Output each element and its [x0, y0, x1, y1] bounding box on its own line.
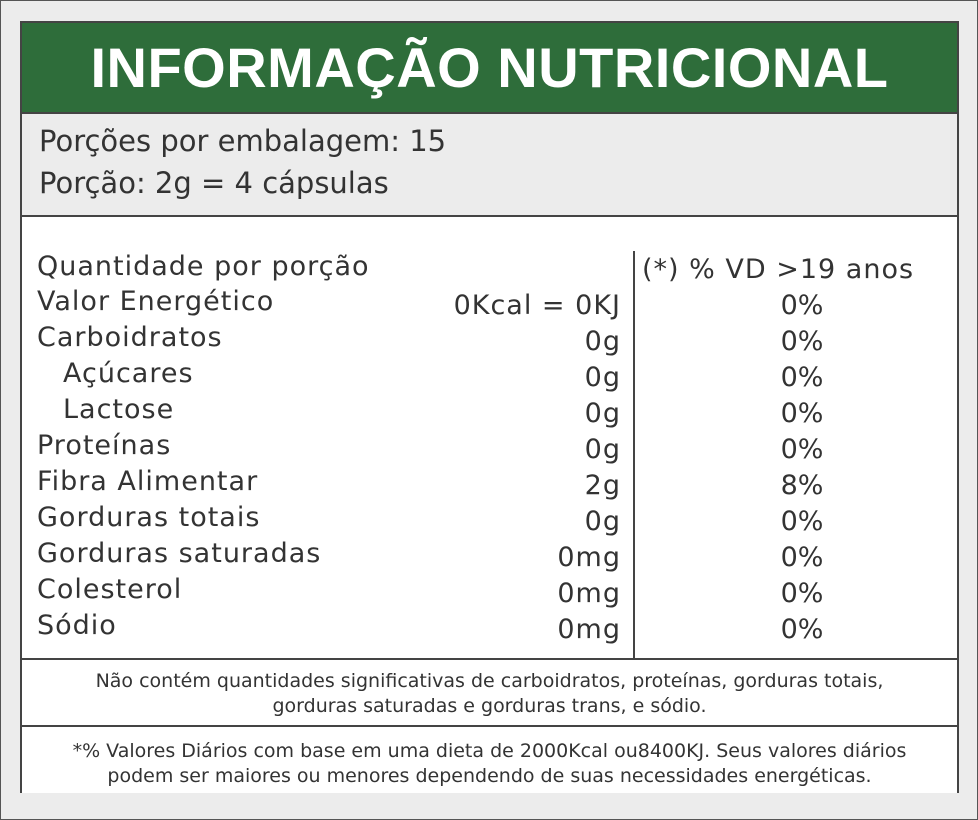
table-row: Gorduras totais 0g 0%: [22, 502, 957, 538]
nutrient-amount: 0mg: [557, 542, 621, 573]
nutrient-daily-value: 0%: [780, 542, 824, 573]
nutrient-name: Lactose: [63, 394, 175, 425]
nutrient-name: Proteínas: [37, 430, 172, 461]
nutrient-table: Quantidade por porção (*) % VD >19 anos …: [22, 217, 957, 660]
nutrient-name: Valor Energético: [37, 286, 275, 317]
daily-values-line-2: podem ser maiores ou menores dependendo …: [107, 765, 872, 787]
label-title: INFORMAÇÃO NUTRICIONAL: [90, 36, 889, 99]
not-significant-line-1: Não contém quantidades significativas de…: [95, 670, 884, 692]
nutrient-amount: 0g: [584, 506, 621, 537]
nutrient-amount: 0g: [584, 362, 621, 393]
servings-per-package: Porções por embalagem: 15: [39, 124, 447, 158]
nutrient-daily-value: 0%: [780, 290, 824, 321]
nutrient-daily-value: 0%: [780, 326, 824, 357]
nutrient-amount: 2g: [584, 470, 621, 501]
daily-values-footnote: *% Valores Diários com base em uma dieta…: [22, 727, 957, 793]
table-row: Colesterol 0mg 0%: [22, 574, 957, 610]
nutrient-amount: 0mg: [557, 614, 621, 645]
table-row: Valor Energético 0Kcal = 0KJ 0%: [22, 286, 957, 322]
title-bar: INFORMAÇÃO NUTRICIONAL: [22, 23, 957, 114]
table-row: Proteínas 0g 0%: [22, 430, 957, 466]
not-significant-note: Não contém quantidades significativas de…: [22, 660, 957, 727]
nutrient-amount: 0Kcal = 0KJ: [453, 290, 621, 321]
nutrient-daily-value: 0%: [780, 362, 824, 393]
table-row: Fibra Alimentar 2g 8%: [22, 466, 957, 502]
nutrient-name: Gorduras saturadas: [37, 538, 322, 569]
column-divider: [633, 251, 635, 660]
daily-values-line-1: *% Valores Diários com base em uma dieta…: [72, 740, 907, 762]
table-row: Carboidratos 0g 0%: [22, 322, 957, 358]
nutrient-amount: 0g: [584, 398, 621, 429]
not-significant-line-2: gorduras saturadas e gorduras trans, e s…: [272, 695, 707, 717]
table-row: Açúcares 0g 0%: [22, 358, 957, 394]
nutrient-amount: 0g: [584, 326, 621, 357]
nutrient-name: Colesterol: [37, 574, 183, 605]
table-row: Lactose 0g 0%: [22, 394, 957, 430]
nutrient-name: Carboidratos: [37, 322, 223, 353]
nutrient-name: Fibra Alimentar: [37, 466, 259, 497]
nutrient-daily-value: 0%: [780, 506, 824, 537]
nutrient-amount: 0mg: [557, 578, 621, 609]
portion-size: Porção: 2g = 4 cápsulas: [39, 166, 389, 200]
nutrient-amount: 0g: [584, 434, 621, 465]
table-row: Sódio 0mg 0%: [22, 610, 957, 646]
amount-per-portion-header: Quantidade por porção: [37, 251, 370, 282]
nutrient-daily-value: 0%: [780, 578, 824, 609]
daily-value-header: (*) % VD >19 anos: [642, 254, 915, 285]
nutrient-name: Sódio: [37, 610, 117, 641]
nutrient-daily-value: 0%: [780, 398, 824, 429]
nutrient-name: Açúcares: [63, 358, 194, 389]
nutrient-name: Gorduras totais: [37, 502, 261, 533]
serving-info: Porções por embalagem: 15 Porção: 2g = 4…: [22, 114, 957, 217]
nutrient-daily-value: 0%: [780, 614, 824, 645]
nutrient-daily-value: 0%: [780, 434, 824, 465]
nutrition-facts-panel: INFORMAÇÃO NUTRICIONAL Porções por embal…: [20, 21, 959, 793]
table-row: Gorduras saturadas 0mg 0%: [22, 538, 957, 574]
nutrient-daily-value: 8%: [780, 470, 824, 501]
